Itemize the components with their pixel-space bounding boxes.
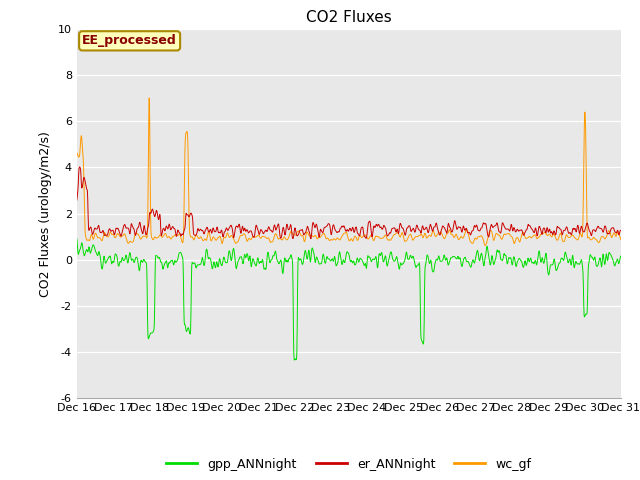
Title: CO2 Fluxes: CO2 Fluxes: [306, 10, 392, 25]
Text: EE_processed: EE_processed: [82, 35, 177, 48]
Legend: gpp_ANNnight, er_ANNnight, wc_gf: gpp_ANNnight, er_ANNnight, wc_gf: [161, 453, 536, 476]
Y-axis label: CO2 Fluxes (urology/m2/s): CO2 Fluxes (urology/m2/s): [40, 131, 52, 297]
